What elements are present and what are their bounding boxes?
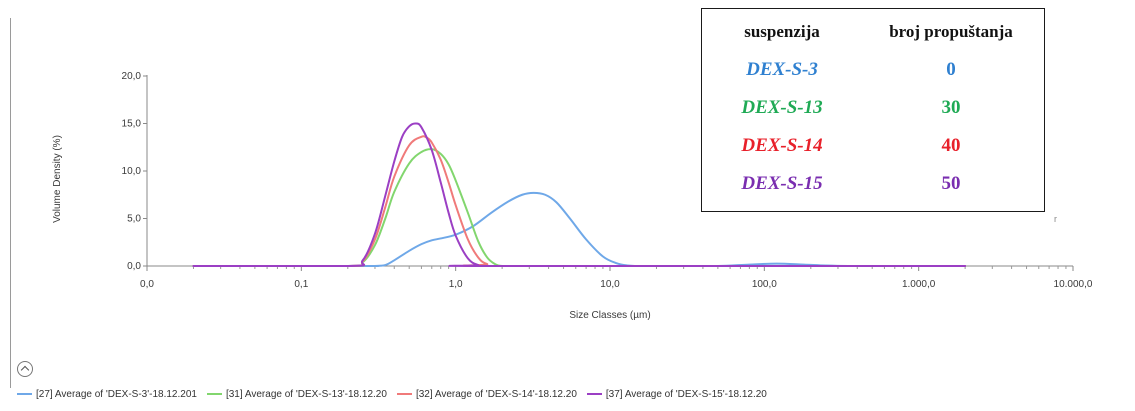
x-tick-label: 10.000,0 bbox=[1054, 279, 1093, 290]
inset-row-1: DEX-S-3 0 bbox=[702, 55, 1044, 85]
y-tick-label: 10,0 bbox=[122, 166, 142, 177]
inset-legend-table: suspenzija broj propuštanja DEX-S-3 0 DE… bbox=[701, 8, 1045, 212]
x-tick-label: 0,1 bbox=[294, 279, 308, 290]
x-tick-label: 1,0 bbox=[449, 279, 463, 290]
legend-label: [31] Average of 'DEX-S-13'-18.12.20 bbox=[225, 388, 387, 400]
x-tick-label: 1.000,0 bbox=[902, 279, 936, 290]
inset-row-3: DEX-S-14 40 bbox=[702, 131, 1044, 161]
chevron-up-icon bbox=[20, 365, 30, 375]
inset-pass-count: 30 bbox=[941, 97, 961, 118]
legend-swatch bbox=[586, 393, 602, 395]
inset-sample-name: DEX-S-14 bbox=[741, 135, 823, 156]
inset-row-2: DEX-S-13 30 bbox=[702, 93, 1044, 123]
y-tick-label: 15,0 bbox=[122, 119, 142, 130]
chart-frame-left bbox=[10, 18, 11, 388]
x-tick-label: 100,0 bbox=[752, 279, 777, 290]
legend-item[interactable]: [31] Average of 'DEX-S-13'-18.12.20 bbox=[206, 388, 387, 400]
legend-item[interactable]: [37] Average of 'DEX-S-15'-18.12.20 bbox=[586, 388, 767, 400]
legend-label: [37] Average of 'DEX-S-15'-18.12.20 bbox=[605, 388, 767, 400]
inset-header-suspension: suspenzija bbox=[744, 22, 820, 41]
inset-pass-count: 0 bbox=[946, 59, 956, 80]
inset-pass-count: 50 bbox=[941, 173, 961, 194]
x-axis-title: Size Classes (µm) bbox=[569, 310, 650, 321]
series-lines bbox=[192, 122, 967, 268]
y-tick-label: 0,0 bbox=[127, 261, 141, 272]
inset-header-pass-count: broj propuštanja bbox=[889, 22, 1013, 41]
legend-swatch bbox=[396, 393, 412, 395]
x-tick-label: 10,0 bbox=[600, 279, 620, 290]
legend-item[interactable]: [32] Average of 'DEX-S-14'-18.12.20 bbox=[396, 388, 577, 400]
inset-header-row: suspenzija broj propuštanja bbox=[702, 17, 1044, 47]
legend-label: [32] Average of 'DEX-S-14'-18.12.20 bbox=[415, 388, 577, 400]
y-tick-label: 20,0 bbox=[122, 71, 142, 82]
inset-sample-name: DEX-S-15 bbox=[741, 173, 823, 194]
y-axis-title: Volume Density (%) bbox=[52, 135, 63, 223]
series-line-4 bbox=[192, 122, 967, 268]
x-tick-label: 0,0 bbox=[140, 279, 154, 290]
legend-swatch bbox=[206, 393, 222, 395]
legend-swatch bbox=[17, 393, 32, 395]
inset-pass-count: 40 bbox=[941, 135, 961, 156]
legend-label: [27] Average of 'DEX-S-3'-18.12.201 bbox=[36, 388, 197, 400]
legend-item[interactable]: [27] Average of 'DEX-S-3'-18.12.201 bbox=[17, 389, 197, 400]
inset-sample-name: DEX-S-3 bbox=[746, 59, 818, 80]
series-line-1 bbox=[192, 191, 967, 268]
inset-row-4: DEX-S-15 50 bbox=[702, 169, 1044, 199]
inset-sample-name: DEX-S-13 bbox=[741, 97, 823, 118]
legend: [27] Average of 'DEX-S-3'-18.12.201 [31]… bbox=[17, 386, 777, 402]
y-tick-label: 5,0 bbox=[127, 214, 141, 225]
collapse-legend-button[interactable] bbox=[17, 361, 33, 377]
corner-mark: r bbox=[1054, 214, 1057, 224]
